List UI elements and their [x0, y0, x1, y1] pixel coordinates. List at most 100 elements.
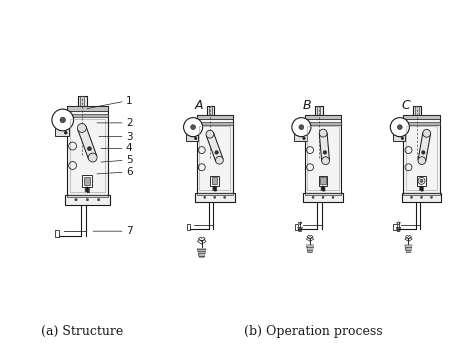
Bar: [55, 114, 69, 117]
Bar: [210, 176, 219, 186]
Circle shape: [86, 198, 89, 201]
Text: 2: 2: [126, 118, 132, 128]
Polygon shape: [418, 133, 430, 161]
Bar: [403, 115, 440, 119]
Circle shape: [216, 156, 223, 164]
Text: 7: 7: [126, 226, 132, 236]
Bar: [305, 121, 341, 125]
Circle shape: [88, 153, 97, 162]
Bar: [82, 175, 92, 187]
Bar: [197, 193, 233, 195]
Circle shape: [88, 147, 91, 151]
Circle shape: [98, 198, 100, 201]
Circle shape: [423, 130, 430, 137]
Bar: [67, 106, 108, 111]
Circle shape: [332, 196, 334, 198]
Circle shape: [312, 196, 314, 198]
Polygon shape: [396, 227, 401, 232]
Circle shape: [214, 196, 216, 198]
Polygon shape: [319, 133, 329, 161]
Circle shape: [64, 131, 67, 134]
Circle shape: [204, 196, 206, 198]
Bar: [55, 114, 69, 136]
Bar: [401, 193, 441, 202]
Circle shape: [194, 137, 197, 140]
Bar: [417, 176, 426, 186]
Bar: [415, 106, 419, 158]
Bar: [403, 193, 440, 195]
Bar: [207, 106, 214, 158]
Circle shape: [322, 157, 329, 165]
Bar: [186, 122, 198, 141]
Bar: [305, 115, 341, 193]
Bar: [197, 115, 233, 193]
Bar: [199, 126, 230, 190]
Bar: [393, 122, 405, 125]
Circle shape: [77, 124, 86, 132]
Bar: [67, 106, 108, 195]
Text: 5: 5: [126, 155, 132, 165]
Bar: [303, 193, 343, 202]
Text: A: A: [195, 99, 203, 112]
Bar: [197, 115, 233, 119]
Bar: [403, 115, 440, 193]
Bar: [67, 113, 108, 117]
Polygon shape: [405, 245, 412, 252]
Bar: [67, 195, 108, 197]
Text: 1: 1: [126, 96, 132, 106]
Bar: [393, 224, 397, 230]
Polygon shape: [206, 133, 223, 161]
Circle shape: [420, 179, 423, 183]
Bar: [317, 106, 320, 158]
Bar: [294, 122, 307, 125]
Bar: [320, 177, 326, 184]
Circle shape: [191, 125, 195, 130]
Polygon shape: [78, 126, 97, 159]
Bar: [65, 195, 110, 204]
Circle shape: [319, 129, 327, 137]
Circle shape: [183, 118, 202, 137]
Text: 6: 6: [126, 167, 132, 177]
Circle shape: [292, 118, 311, 137]
Bar: [403, 121, 440, 125]
Bar: [294, 122, 307, 141]
Circle shape: [323, 151, 327, 154]
Circle shape: [418, 157, 426, 165]
Circle shape: [75, 198, 77, 201]
Text: (b) Operation process: (b) Operation process: [245, 324, 383, 338]
Circle shape: [60, 117, 65, 123]
Bar: [319, 176, 328, 186]
Circle shape: [390, 118, 410, 137]
Bar: [295, 224, 298, 230]
Circle shape: [224, 196, 226, 198]
Polygon shape: [298, 227, 302, 232]
Bar: [413, 106, 421, 158]
Circle shape: [410, 196, 412, 198]
Text: (a) Structure: (a) Structure: [41, 324, 124, 338]
Text: 4: 4: [126, 144, 132, 154]
Bar: [305, 115, 341, 119]
Circle shape: [299, 125, 304, 130]
Polygon shape: [306, 245, 314, 252]
Circle shape: [52, 109, 73, 131]
Polygon shape: [198, 248, 206, 257]
Bar: [78, 96, 87, 155]
Circle shape: [322, 196, 324, 198]
Bar: [81, 96, 84, 155]
Bar: [393, 122, 405, 141]
Bar: [84, 177, 91, 185]
Bar: [70, 119, 105, 192]
Circle shape: [303, 137, 305, 140]
Circle shape: [215, 151, 219, 154]
Bar: [186, 122, 198, 125]
Bar: [187, 224, 190, 230]
Bar: [212, 177, 218, 184]
Bar: [308, 126, 338, 190]
Text: C: C: [401, 99, 410, 112]
Circle shape: [421, 151, 425, 154]
Text: B: B: [303, 99, 312, 112]
Bar: [195, 193, 235, 202]
Bar: [406, 126, 437, 190]
Bar: [55, 230, 59, 237]
Bar: [209, 106, 212, 158]
